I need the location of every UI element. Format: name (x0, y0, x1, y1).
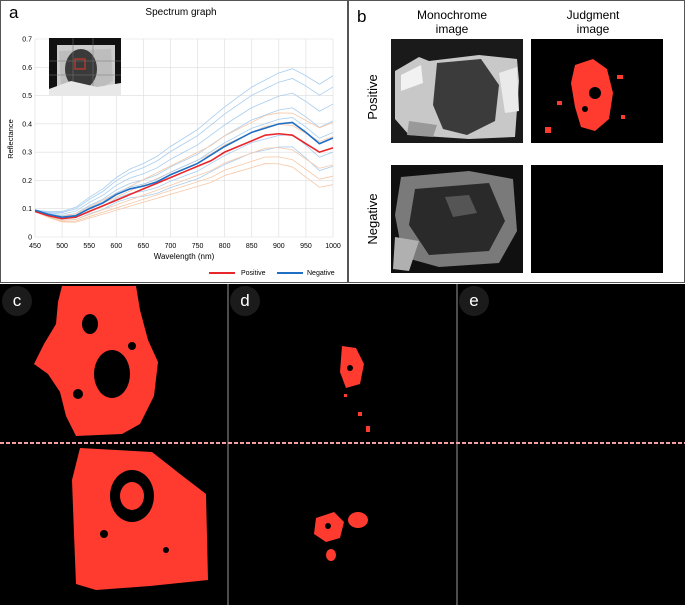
individual-spectrum-line (34, 78, 334, 213)
x-tick-label: 800 (219, 243, 231, 250)
y-axis-label: Reflectance (6, 119, 15, 159)
individual-spectrum-line (34, 156, 334, 222)
series-line-negative (34, 121, 334, 219)
panel-c-top-judgment (34, 286, 158, 436)
column-header-judgment: Judgment image (567, 8, 620, 36)
positive-negative-panel: b Monochrome image Judgment image Positive… (348, 0, 685, 283)
spectrum-graph-panel: a Spectrum graph 450 500 550 600 650 700 750 80… (0, 0, 348, 283)
judgment-samples (0, 284, 685, 605)
y-tick-label: 0.7 (22, 37, 32, 44)
panel-label-b: b (357, 7, 367, 26)
positive-judgment-image (531, 39, 663, 143)
legend-negative-label: Negative (307, 270, 335, 277)
negative-monochrome-image (391, 165, 523, 273)
panel-label-d: d (230, 286, 260, 316)
judgment-sample-panels: c d e (0, 284, 685, 605)
x-tick-label: 650 (138, 243, 150, 250)
individual-spectrum-line (34, 117, 334, 218)
individual-spectrum-line (34, 147, 334, 221)
x-tick-label: 750 (192, 243, 204, 250)
y-tick-label: 0.6 (22, 65, 32, 72)
inset-thumbnail (49, 38, 121, 96)
row-label-negative: Negative (365, 193, 380, 244)
chart-legend: Positive Negative (209, 270, 335, 277)
x-tick-label: 500 (56, 243, 68, 250)
x-tick-label: 700 (165, 243, 177, 250)
panel-d-top-judgment (340, 346, 370, 432)
positive-monochrome-image (391, 39, 523, 143)
x-tick-label: 900 (273, 243, 285, 250)
series-line-positive (34, 132, 334, 220)
panel-label-a: a (9, 3, 19, 22)
panel-label-e: e (459, 286, 489, 316)
panel-d-bottom-judgment (314, 512, 368, 561)
column-header-monochrome: Monochrome image (417, 8, 487, 36)
x-tick-label: 600 (110, 243, 122, 250)
y-tick-label: 0.3 (22, 150, 32, 157)
x-tick-label: 950 (300, 243, 312, 250)
y-tick-label: 0.5 (22, 93, 32, 100)
x-axis-label: Wavelength (nm) (154, 252, 215, 261)
chart-title: Spectrum graph (145, 7, 216, 18)
panel-c-bottom-judgment (72, 448, 208, 590)
chart-series (34, 68, 334, 223)
individual-spectrum-line (34, 112, 334, 217)
negative-judgment-image (531, 165, 663, 273)
spectrum-chart: Spectrum graph 450 500 550 600 650 700 750 800 8… (6, 7, 341, 277)
y-tick-label: 0.1 (22, 206, 32, 213)
legend-positive-label: Positive (241, 270, 266, 277)
individual-spectrum-line (34, 68, 334, 212)
comparison-grid: Monochrome image Judgment image Positive N… (365, 8, 663, 273)
y-tick-label: 0.2 (22, 178, 32, 185)
individual-spectrum-line (34, 92, 334, 215)
x-tick-label: 850 (246, 243, 258, 250)
chart-ticks: 450 500 550 600 650 700 750 800 850 900 950 1000 0 0.… (22, 37, 341, 251)
x-tick-label: 1000 (325, 243, 341, 250)
individual-spectrum-line (34, 107, 334, 217)
panel-label-c: c (2, 286, 32, 316)
x-tick-label: 450 (29, 243, 41, 250)
x-tick-label: 550 (83, 243, 95, 250)
y-tick-label: 0.4 (22, 121, 32, 128)
individual-spectrum-line (34, 163, 334, 223)
individual-spectrum-line (34, 146, 334, 221)
y-tick-label: 0 (28, 235, 32, 242)
row-label-positive: Positive (365, 74, 380, 120)
